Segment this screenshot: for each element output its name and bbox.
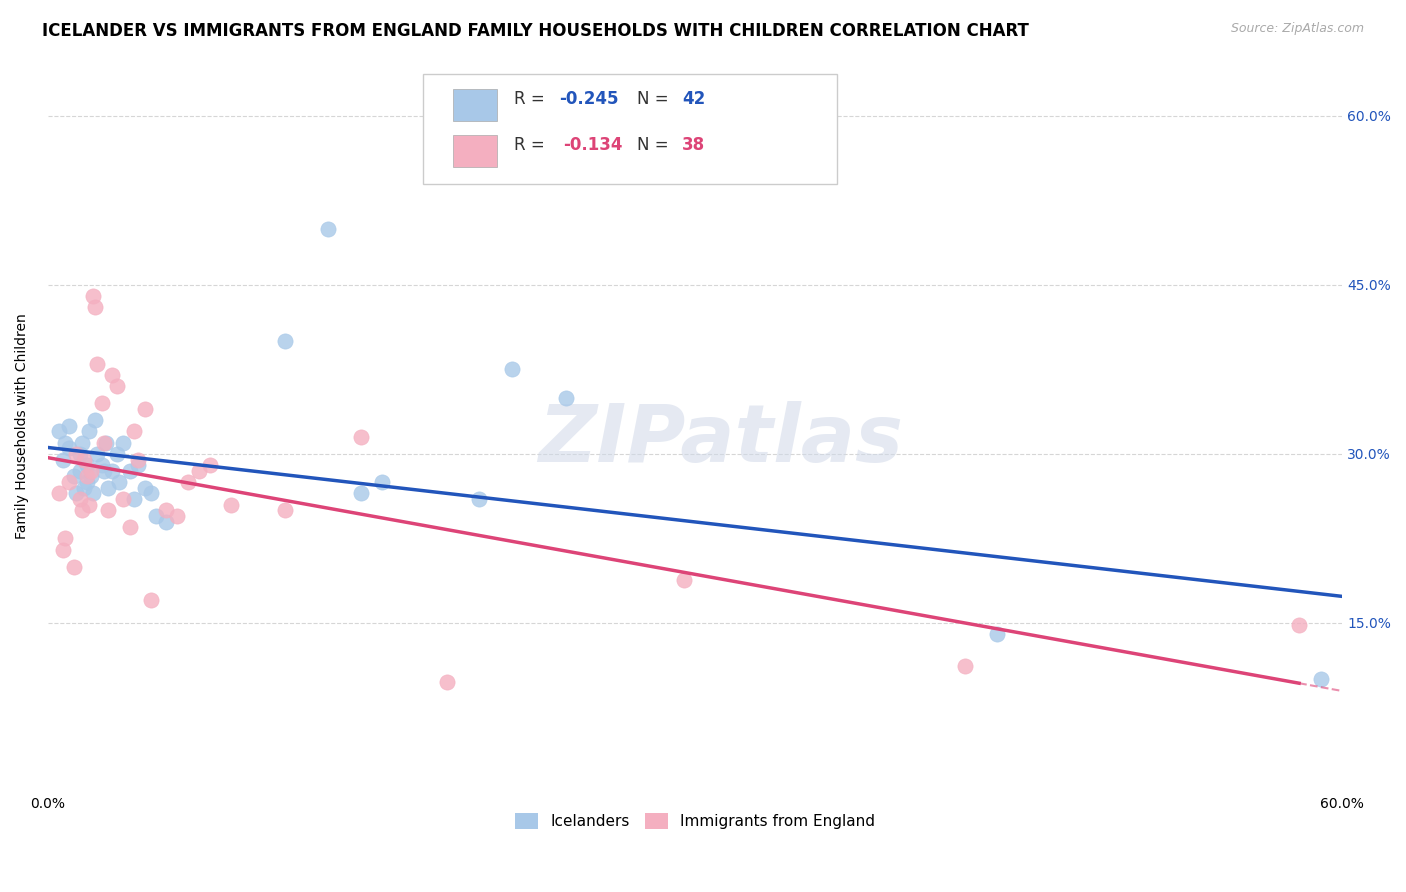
Point xyxy=(177,475,200,489)
Point xyxy=(58,442,80,456)
Point xyxy=(76,475,98,489)
Point xyxy=(127,452,149,467)
Text: ZIPatlas: ZIPatlas xyxy=(538,401,904,479)
Point xyxy=(82,486,104,500)
Point xyxy=(101,368,124,382)
Point xyxy=(145,508,167,523)
Point xyxy=(86,357,108,371)
Point xyxy=(468,491,491,506)
Point xyxy=(198,458,221,473)
Point xyxy=(986,627,1008,641)
Point xyxy=(105,447,128,461)
Point xyxy=(371,475,394,489)
Point xyxy=(48,425,70,439)
Point xyxy=(69,464,91,478)
Point xyxy=(93,435,115,450)
Point xyxy=(52,542,75,557)
Point xyxy=(77,425,100,439)
Point xyxy=(72,503,94,517)
Point xyxy=(65,447,87,461)
Point xyxy=(86,447,108,461)
Point xyxy=(73,452,96,467)
Point xyxy=(349,430,371,444)
Point xyxy=(127,458,149,473)
Point xyxy=(134,481,156,495)
Point xyxy=(274,334,297,349)
Point xyxy=(76,469,98,483)
Point xyxy=(953,658,976,673)
Point xyxy=(80,464,103,478)
Point xyxy=(82,289,104,303)
Point xyxy=(52,452,75,467)
Point xyxy=(62,469,84,483)
Point xyxy=(76,458,98,473)
Point xyxy=(1309,673,1331,687)
Point xyxy=(141,593,163,607)
Point xyxy=(65,486,87,500)
FancyBboxPatch shape xyxy=(453,135,496,167)
Text: 38: 38 xyxy=(682,136,706,153)
Point xyxy=(436,674,458,689)
Point xyxy=(155,503,177,517)
Point xyxy=(77,498,100,512)
Text: -0.134: -0.134 xyxy=(562,136,623,153)
Point xyxy=(118,464,141,478)
Point xyxy=(90,458,112,473)
Point xyxy=(97,481,120,495)
Point xyxy=(58,418,80,433)
Point xyxy=(1288,618,1310,632)
Point xyxy=(72,435,94,450)
Point xyxy=(94,435,117,450)
Point xyxy=(97,503,120,517)
Point xyxy=(105,379,128,393)
Point xyxy=(48,486,70,500)
Point xyxy=(108,475,131,489)
Point xyxy=(141,486,163,500)
Point xyxy=(58,475,80,489)
Point xyxy=(349,486,371,500)
Text: 42: 42 xyxy=(682,90,706,108)
Text: Source: ZipAtlas.com: Source: ZipAtlas.com xyxy=(1230,22,1364,36)
Legend: Icelanders, Immigrants from England: Icelanders, Immigrants from England xyxy=(509,807,882,836)
Point xyxy=(554,391,576,405)
FancyBboxPatch shape xyxy=(453,89,496,120)
Point xyxy=(53,435,76,450)
Point xyxy=(187,464,209,478)
Point xyxy=(101,464,124,478)
Point xyxy=(122,491,145,506)
Text: -0.245: -0.245 xyxy=(560,90,619,108)
FancyBboxPatch shape xyxy=(423,74,838,184)
Point xyxy=(112,435,135,450)
Point xyxy=(219,498,242,512)
Point xyxy=(155,515,177,529)
Text: N =: N = xyxy=(637,136,673,153)
Point xyxy=(122,425,145,439)
Point xyxy=(501,362,523,376)
Point xyxy=(62,559,84,574)
Point xyxy=(673,573,696,587)
Point xyxy=(69,491,91,506)
Point xyxy=(93,464,115,478)
Point xyxy=(166,508,188,523)
Point xyxy=(80,469,103,483)
Point xyxy=(69,447,91,461)
Point xyxy=(53,532,76,546)
Point xyxy=(112,491,135,506)
Point xyxy=(84,301,107,315)
Point xyxy=(73,481,96,495)
Point xyxy=(84,413,107,427)
Text: R =: R = xyxy=(513,90,550,108)
Point xyxy=(274,503,297,517)
Text: R =: R = xyxy=(513,136,555,153)
Point xyxy=(90,396,112,410)
Y-axis label: Family Households with Children: Family Households with Children xyxy=(15,313,30,539)
Point xyxy=(316,221,339,235)
Text: N =: N = xyxy=(637,90,673,108)
Point xyxy=(134,401,156,416)
Point xyxy=(118,520,141,534)
Text: ICELANDER VS IMMIGRANTS FROM ENGLAND FAMILY HOUSEHOLDS WITH CHILDREN CORRELATION: ICELANDER VS IMMIGRANTS FROM ENGLAND FAM… xyxy=(42,22,1029,40)
